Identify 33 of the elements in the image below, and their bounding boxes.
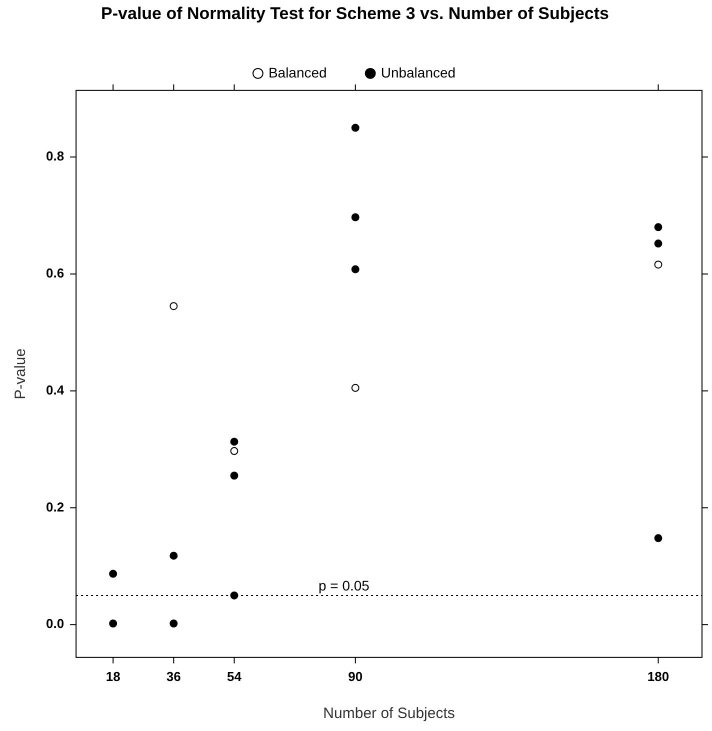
point <box>654 260 662 269</box>
point <box>654 240 662 248</box>
y-tick-label: 0.2 <box>46 499 64 514</box>
point <box>230 438 238 446</box>
point <box>109 619 118 628</box>
y-tick-label: 0.8 <box>46 148 64 164</box>
legend-label: Balanced <box>268 64 327 80</box>
x-axis-title: Number of Subjects <box>323 705 455 722</box>
x-tick-label: 36 <box>166 668 181 684</box>
point <box>351 265 360 274</box>
point <box>230 447 238 456</box>
point <box>170 619 178 628</box>
point <box>351 384 360 392</box>
point <box>170 552 178 560</box>
x-tick-label: 180 <box>647 668 670 684</box>
legend-label: Unbalanced <box>380 64 456 80</box>
point <box>351 213 360 222</box>
x-tick-label: 54 <box>227 668 242 684</box>
point <box>170 302 178 310</box>
y-tick-label: 0.4 <box>46 382 65 398</box>
chart-title: P-value of Normality Test for Scheme 3 vs. Number of Subjects <box>101 4 609 23</box>
ref-line-label: p = 0.05 <box>318 577 370 594</box>
x-tick-label: 18 <box>106 668 120 684</box>
y-axis-title: P-value <box>12 348 30 400</box>
point <box>654 534 662 542</box>
point <box>230 591 238 600</box>
point <box>654 223 662 232</box>
point <box>351 124 360 132</box>
y-tick-label: 0.6 <box>46 266 64 281</box>
point <box>109 570 118 578</box>
x-tick-label: 90 <box>348 668 363 684</box>
point <box>230 472 238 480</box>
y-tick-label: 0.0 <box>46 616 64 632</box>
